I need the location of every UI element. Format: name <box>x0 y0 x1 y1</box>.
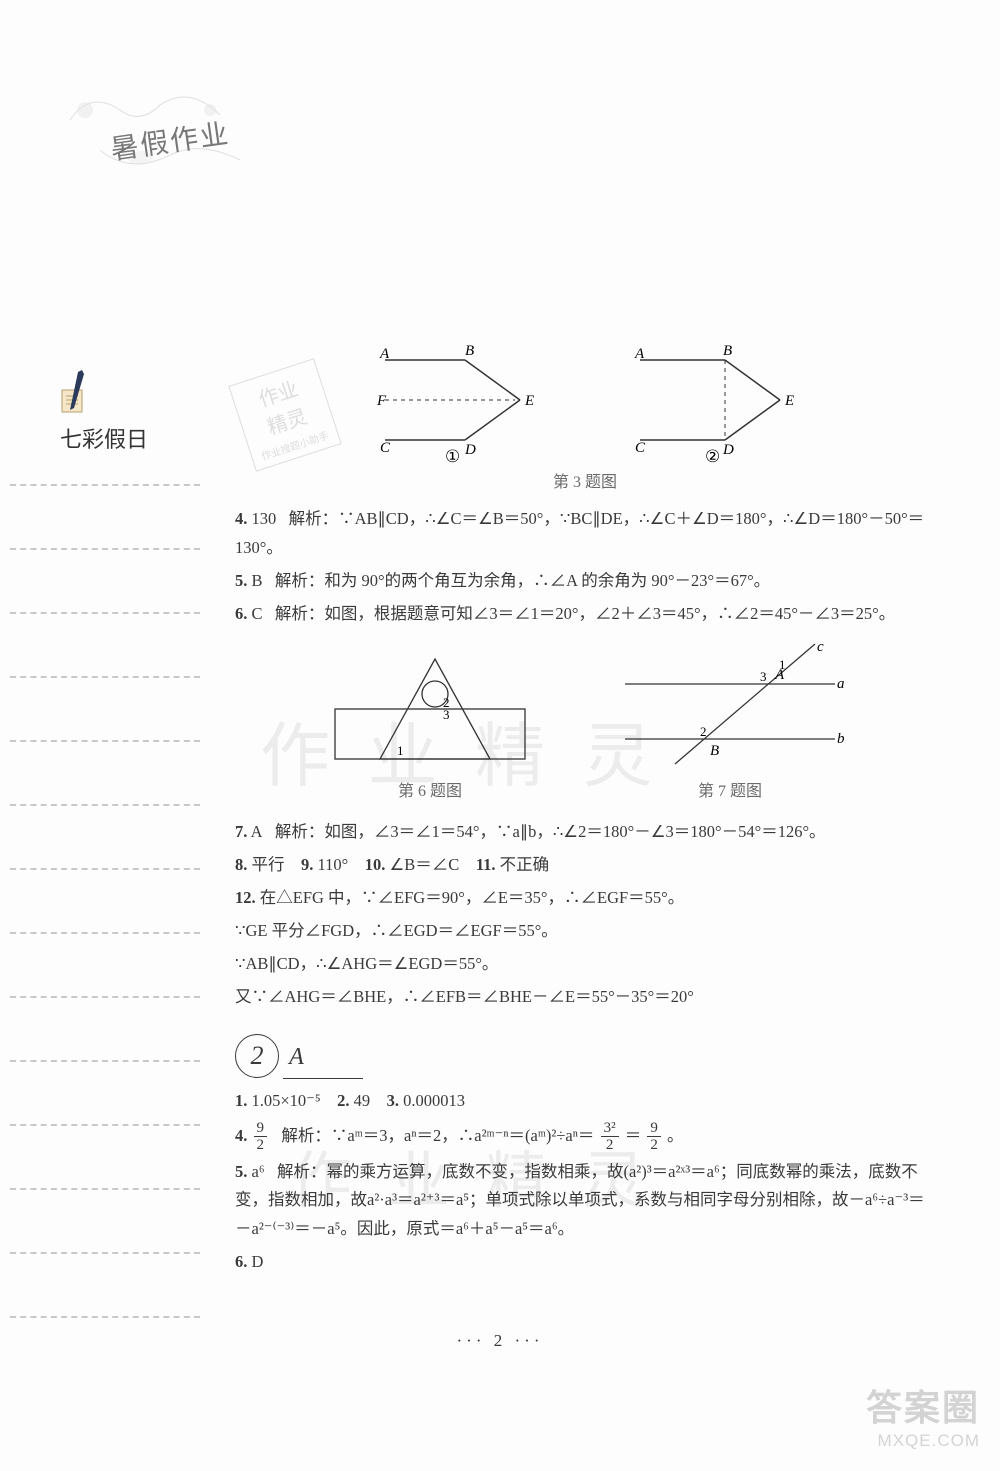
s2-q6-ans: D <box>252 1252 264 1271</box>
svg-text:C: C <box>380 440 391 456</box>
main-content: A B F E C D ① A B E C D ② 第 3 题图 4. 130 … <box>235 340 935 1281</box>
q11-answer: 不正确 <box>500 855 550 874</box>
sidebar-label: 七彩假日 <box>60 422 200 454</box>
svg-text:D: D <box>464 442 476 458</box>
figure-7-diagram: a b c A B 1 3 2 <box>615 639 845 769</box>
q12-line4: 又∵∠AHG＝∠BHE，∴∠EFB＝∠BHE－∠E＝55°－35°＝20° <box>235 983 935 1012</box>
figure-6-caption: 第 6 题图 <box>325 778 535 806</box>
figure-6-7-row: 1 2 3 第 6 题图 a b c A B 1 3 2 第 7 题图 <box>235 639 935 815</box>
question-6: 6. C 解析：如图，根据题意可知∠3＝∠1＝20°，∠2＋∠3＝45°，∴∠2… <box>235 600 935 629</box>
q5-explanation: 解析：和为 90°的两个角互为余角，∴∠A 的余角为 90°－23°＝67°。 <box>275 571 770 590</box>
svg-text:D: D <box>722 442 734 458</box>
section2-q4: 4. 9 2 解析：∵aᵐ＝3，aⁿ＝2，∴a²ᵐ⁻ⁿ＝(aᵐ)²÷aⁿ＝ 3²… <box>235 1120 935 1154</box>
q4-answer: 130 <box>252 509 277 528</box>
figure-3-caption: 第 3 题图 <box>235 469 935 497</box>
question-5: 5. B 解析：和为 90°的两个角互为余角，∴∠A 的余角为 90°－23°＝… <box>235 567 935 596</box>
question-12: 12. 在△EFG 中，∵∠EFG＝90°，∠E＝35°，∴∠EGF＝55°。 <box>235 884 935 913</box>
section2-q5: 5. a⁶ 解析：幂的乘方运算，底数不变，指数相乘，故(a²)³＝a²ˣ³＝a⁶… <box>235 1158 935 1245</box>
svg-text:3: 3 <box>443 707 450 722</box>
svg-text:C: C <box>635 440 646 456</box>
svg-text:E: E <box>524 393 534 409</box>
q4-explanation: 解析：∵AB∥CD，∴∠C＝∠B＝50°，∵BC∥DE，∴∠C＋∠D＝180°，… <box>235 509 924 557</box>
figure-3-panel-1: A B F E C D ① <box>355 340 555 465</box>
s2-q2-num: 2. <box>337 1091 349 1110</box>
q9-num: 9. <box>301 855 313 874</box>
svg-text:3: 3 <box>760 669 767 684</box>
q8-num: 8. <box>235 855 247 874</box>
s2-q4-frac3: 9 2 <box>647 1120 661 1154</box>
svg-text:E: E <box>784 393 794 409</box>
svg-text:1: 1 <box>779 657 786 672</box>
section-sub-a: A <box>289 1044 304 1070</box>
svg-text:b: b <box>837 731 845 747</box>
s2-q1-ans: 1.05×10⁻⁵ <box>252 1091 321 1110</box>
s2-q2-ans: 49 <box>354 1091 371 1110</box>
q12-num: 12. <box>235 888 256 907</box>
s2-q3-num: 3. <box>387 1091 399 1110</box>
s2-q4-ans-frac: 9 2 <box>254 1120 268 1154</box>
q7-num: 7. <box>235 822 247 841</box>
s2-q5-ans: a⁶ <box>252 1162 265 1181</box>
figure-3-panel-1-label: ① <box>445 447 460 465</box>
q7-answer: A <box>251 822 263 841</box>
s2-q1-num: 1. <box>235 1091 247 1110</box>
q10-num: 10. <box>365 855 386 874</box>
svg-text:B: B <box>723 343 732 359</box>
q6-num: 6. <box>235 604 247 623</box>
figure-3-row: A B F E C D ① A B E C D ② <box>235 340 935 465</box>
section2-row1: 1. 1.05×10⁻⁵ 2. 49 3. 0.000013 <box>235 1087 935 1116</box>
svg-text:1: 1 <box>397 743 404 758</box>
q9-answer: 110° <box>318 855 349 874</box>
svg-text:2: 2 <box>700 724 707 739</box>
sidebar: 七彩假日 <box>10 370 200 1380</box>
s2-q4-frac2: 3² 2 <box>601 1120 619 1154</box>
q6-answer: C <box>252 604 263 623</box>
page-number: ··· 2 ··· <box>0 1331 1000 1351</box>
watermark-small: MXQE.COM <box>866 1431 980 1451</box>
watermark-bottom-right: 答案圈 MXQE.COM <box>866 1379 980 1451</box>
q4-num: 4. <box>235 509 247 528</box>
s2-q5-expl: 解析：幂的乘方运算，底数不变，指数相乘，故(a²)³＝a²ˣ³＝a⁶；同底数幂的… <box>235 1162 925 1239</box>
section2-q6: 6. D <box>235 1248 935 1277</box>
svg-text:A: A <box>379 346 390 362</box>
question-4: 4. 130 解析：∵AB∥CD，∴∠C＝∠B＝50°，∵BC∥DE，∴∠C＋∠… <box>235 505 935 563</box>
page-header: 暑假作业 <box>60 80 260 200</box>
figure-7-wrapper: a b c A B 1 3 2 第 7 题图 <box>615 639 845 815</box>
svg-text:F: F <box>376 393 387 409</box>
sidebar-writing-lines <box>10 484 200 1318</box>
section-badge-2: 2 <box>235 1034 279 1078</box>
q8-answer: 平行 <box>252 855 285 874</box>
s2-q4-expl-pre: 解析：∵aᵐ＝3，aⁿ＝2，∴a²ᵐ⁻ⁿ＝(aᵐ)²÷aⁿ＝ <box>281 1125 594 1144</box>
s2-q5-num: 5. <box>235 1162 247 1181</box>
svg-text:a: a <box>837 676 845 692</box>
figure-6-wrapper: 1 2 3 第 6 题图 <box>325 639 535 815</box>
q10-answer: ∠B＝∠C <box>390 855 460 874</box>
s2-q3-ans: 0.000013 <box>403 1091 465 1110</box>
figure-3-panel-2: A B E C D ② <box>615 340 815 465</box>
figure-6-diagram: 1 2 3 <box>325 639 535 769</box>
question-7: 7. A 解析：如图，∠3＝∠1＝54°，∵a∥b，∴∠2＝180°－∠3＝18… <box>235 818 935 847</box>
figure-7-caption: 第 7 题图 <box>615 778 845 806</box>
questions-8-11: 8. 平行 9. 110° 10. ∠B＝∠C 11. 不正确 <box>235 851 935 880</box>
svg-text:c: c <box>817 639 824 655</box>
q5-num: 5. <box>235 571 247 590</box>
svg-text:B: B <box>710 743 719 759</box>
svg-text:A: A <box>634 346 645 362</box>
pen-paper-icon <box>60 370 90 415</box>
q12-line1: 在△EFG 中，∵∠EFG＝90°，∠E＝35°，∴∠EGF＝55°。 <box>260 888 685 907</box>
q7-explanation: 解析：如图，∠3＝∠1＝54°，∵a∥b，∴∠2＝180°－∠3＝180°－54… <box>275 822 826 841</box>
q12-line2: ∵GE 平分∠FGD，∴∠EGD＝∠EGF＝55°。 <box>235 917 935 946</box>
section-2a-header: 2 A <box>235 1016 935 1079</box>
svg-text:B: B <box>465 343 474 359</box>
q5-answer: B <box>252 571 263 590</box>
q11-num: 11. <box>476 855 496 874</box>
s2-q4-num: 4. <box>235 1125 247 1144</box>
figure-3-panel-2-label: ② <box>705 447 720 465</box>
watermark-big: 答案圈 <box>866 1379 980 1431</box>
q6-explanation: 解析：如图，根据题意可知∠3＝∠1＝20°，∠2＋∠3＝45°，∴∠2＝45°－… <box>275 604 895 623</box>
q12-line3: ∵AB∥CD，∴∠AHG＝∠EGD＝55°。 <box>235 950 935 979</box>
s2-q6-num: 6. <box>235 1252 247 1271</box>
